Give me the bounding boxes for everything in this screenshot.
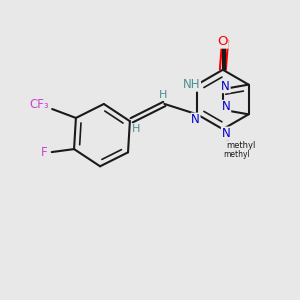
Text: H: H — [132, 124, 140, 134]
Text: O: O — [218, 35, 228, 48]
Text: NH: NH — [183, 78, 200, 91]
Text: N: N — [191, 113, 200, 126]
Text: methyl: methyl — [223, 150, 250, 159]
Text: F: F — [41, 146, 48, 159]
Text: N: N — [221, 127, 230, 140]
Text: N: N — [221, 80, 230, 93]
Text: CF₃: CF₃ — [29, 98, 49, 111]
Text: N: N — [222, 100, 231, 113]
Text: H: H — [159, 90, 167, 100]
Text: methyl: methyl — [226, 141, 255, 150]
